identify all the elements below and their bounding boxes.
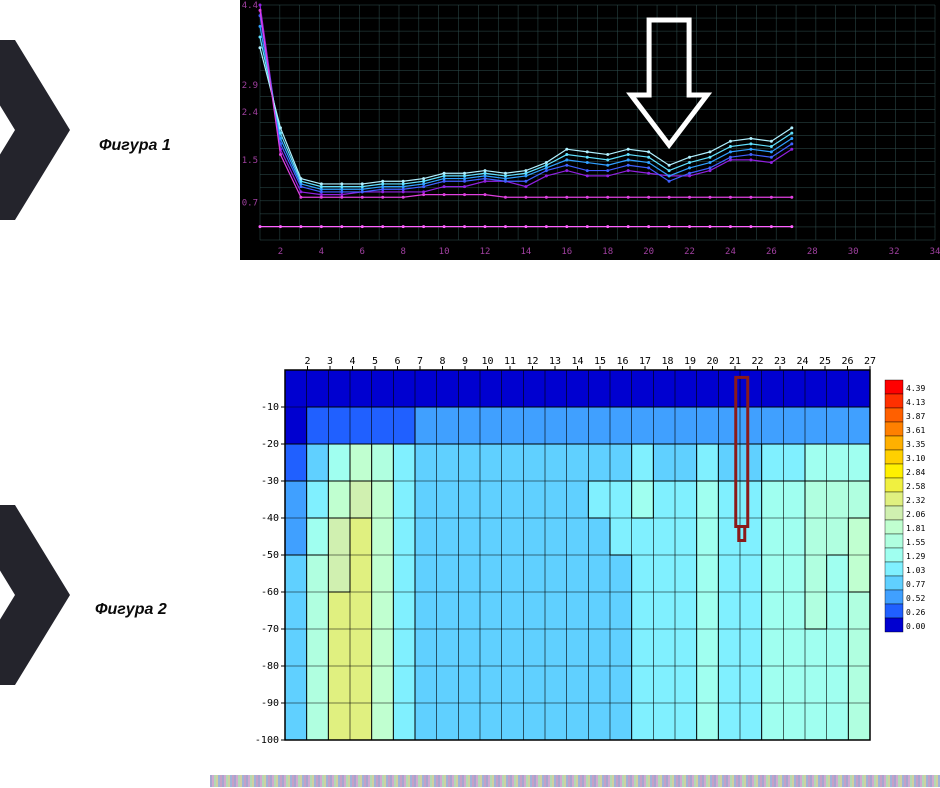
contour-y-tick: -100: [255, 735, 279, 746]
y-tick-label: 0.7: [242, 199, 258, 209]
contour-y-tick: -80: [261, 661, 279, 672]
contour-x-tick: 6: [394, 356, 400, 367]
contour-y-tick: -20: [261, 439, 279, 450]
contour-x-tick: 21: [729, 356, 741, 367]
contour-x-tick: 11: [504, 356, 516, 367]
color-legend: 4.39 4.13 3.87 3.61 3.35 3.10 2.84 2.58 2.32 2.06…: [885, 380, 925, 632]
x-tick-label: 2: [278, 247, 283, 257]
contour-y-tick: -30: [261, 476, 279, 487]
contour-x-tick: 15: [594, 356, 606, 367]
contour-x-tick: 13: [549, 356, 561, 367]
contour-x-tick: 5: [372, 356, 378, 367]
svg-text:3.10: 3.10: [906, 454, 925, 463]
svg-text:1.55: 1.55: [906, 538, 925, 547]
svg-text:1.29: 1.29: [906, 552, 925, 561]
y-tick-label: 1.5: [242, 156, 258, 166]
contour-x-tick: 16: [616, 356, 628, 367]
contour-x-tick: 23: [774, 356, 786, 367]
x-tick-label: 16: [561, 247, 572, 257]
svg-text:0.26: 0.26: [906, 608, 925, 617]
x-tick-label: 12: [480, 247, 491, 257]
chevron-decor-2: [0, 505, 70, 685]
svg-text:2.06: 2.06: [906, 510, 925, 519]
contour-x-tick: 9: [462, 356, 468, 367]
contour-x-tick: 2: [304, 356, 310, 367]
contour-x-tick: 7: [417, 356, 423, 367]
contour-panel: 2345678910111213141516171819202122232425…: [240, 350, 940, 750]
y-tick-label: 4.4: [242, 1, 258, 11]
contour-y-tick: -60: [261, 587, 279, 598]
contour-x-tick: 10: [481, 356, 493, 367]
x-tick-label: 6: [360, 247, 365, 257]
contour-x-tick: 8: [439, 356, 445, 367]
line-chart-panel: 0.71.52.42.94.42468101214161820222426283…: [240, 0, 940, 260]
contour-x-tick: 24: [796, 356, 808, 367]
x-tick-label: 4: [319, 247, 324, 257]
svg-text:1.81: 1.81: [906, 524, 925, 533]
contour-chart: 2345678910111213141516171819202122232425…: [240, 350, 940, 750]
x-tick-label: 34: [930, 247, 940, 257]
svg-text:3.61: 3.61: [906, 426, 925, 435]
chevron-decor-1: [0, 40, 70, 220]
contour-y-tick: -10: [261, 402, 279, 413]
figure2-caption: Фигура 2: [95, 601, 167, 619]
svg-text:2.84: 2.84: [906, 468, 925, 477]
line-chart: 0.71.52.42.94.42468101214161820222426283…: [240, 0, 940, 260]
svg-text:0.77: 0.77: [906, 580, 925, 589]
contour-y-tick: -50: [261, 550, 279, 561]
figure1-caption: Фигура 1: [99, 137, 171, 155]
contour-x-tick: 3: [327, 356, 333, 367]
contour-x-tick: 22: [751, 356, 763, 367]
svg-text:0.00: 0.00: [906, 622, 925, 631]
svg-text:2.58: 2.58: [906, 482, 925, 491]
x-tick-label: 14: [520, 247, 531, 257]
contour-x-tick: 14: [571, 356, 583, 367]
contour-x-tick: 4: [349, 356, 355, 367]
contour-y-tick: -90: [261, 698, 279, 709]
y-tick-label: 2.9: [242, 81, 258, 91]
x-tick-label: 24: [725, 247, 736, 257]
svg-text:3.87: 3.87: [906, 412, 925, 421]
svg-text:3.35: 3.35: [906, 440, 925, 449]
contour-x-tick: 26: [841, 356, 853, 367]
x-tick-label: 20: [643, 247, 654, 257]
contour-x-tick: 17: [639, 356, 651, 367]
contour-x-tick: 12: [526, 356, 538, 367]
y-tick-label: 2.4: [242, 108, 258, 118]
contour-x-tick: 20: [706, 356, 718, 367]
noise-strip: [210, 775, 940, 787]
svg-text:4.13: 4.13: [906, 398, 925, 407]
contour-x-tick: 25: [819, 356, 831, 367]
x-tick-label: 10: [439, 247, 450, 257]
contour-y-tick: -70: [261, 624, 279, 635]
x-tick-label: 30: [848, 247, 859, 257]
x-tick-label: 22: [684, 247, 695, 257]
x-tick-label: 26: [766, 247, 777, 257]
svg-text:0.52: 0.52: [906, 594, 925, 603]
contour-x-tick: 27: [864, 356, 876, 367]
x-tick-label: 18: [602, 247, 613, 257]
x-tick-label: 32: [889, 247, 900, 257]
contour-y-tick: -40: [261, 513, 279, 524]
contour-x-tick: 19: [684, 356, 696, 367]
x-tick-label: 28: [807, 247, 818, 257]
svg-text:4.39: 4.39: [906, 384, 925, 393]
svg-text:2.32: 2.32: [906, 496, 925, 505]
contour-x-tick: 18: [661, 356, 673, 367]
svg-text:1.03: 1.03: [906, 566, 925, 575]
x-tick-label: 8: [400, 247, 405, 257]
